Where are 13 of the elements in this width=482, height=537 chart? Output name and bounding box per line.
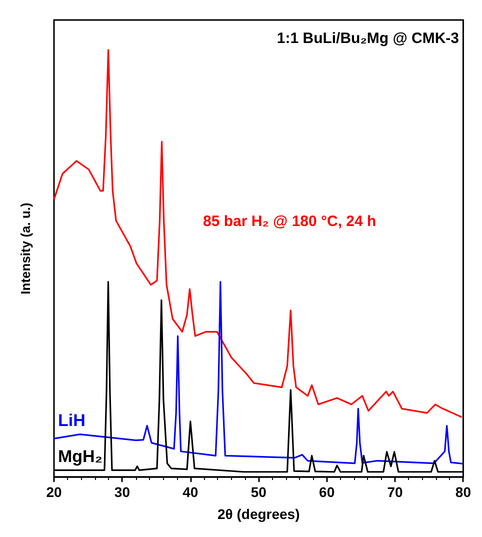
text: 85 bar H₂ @ 180 °C, 24 h bbox=[203, 213, 376, 230]
x-tick-label: 40 bbox=[182, 484, 198, 500]
x-axis-title: 2θ (degrees) bbox=[217, 506, 300, 522]
series-label: LiH bbox=[58, 411, 86, 430]
x-tick-label: 70 bbox=[387, 484, 404, 500]
x-tick-label: 80 bbox=[455, 484, 472, 500]
x-tick-label: 20 bbox=[46, 484, 62, 500]
x-tick-label: 30 bbox=[114, 484, 130, 500]
x-tick-label: 50 bbox=[250, 484, 267, 500]
y-axis-title: Intensity (a. u.) bbox=[18, 202, 33, 294]
chart-title: 1:1 BuLi/Bu₂Mg @ CMK-3 bbox=[276, 30, 460, 47]
series-label: MgH₂ bbox=[58, 447, 102, 466]
x-tick-label: 60 bbox=[319, 484, 335, 500]
